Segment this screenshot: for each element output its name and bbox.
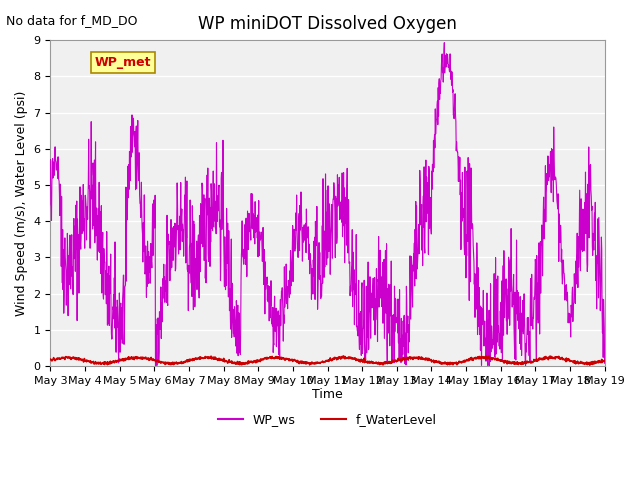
X-axis label: Time: Time [312,388,343,401]
Text: No data for f_MD_DO: No data for f_MD_DO [6,14,138,27]
Title: WP miniDOT Dissolved Oxygen: WP miniDOT Dissolved Oxygen [198,15,457,33]
Legend: WP_ws, f_WaterLevel: WP_ws, f_WaterLevel [213,408,442,432]
Y-axis label: Wind Speed (m/s), Water Level (psi): Wind Speed (m/s), Water Level (psi) [15,90,28,316]
Text: WP_met: WP_met [95,56,151,69]
